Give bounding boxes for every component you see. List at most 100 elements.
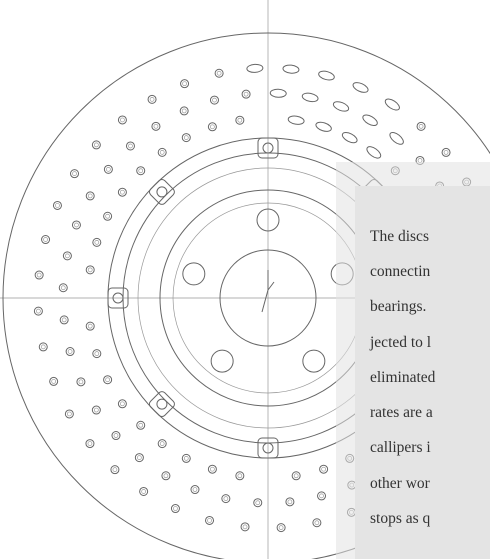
hole-inner xyxy=(217,71,221,75)
hole xyxy=(34,307,42,315)
hole-inner xyxy=(139,169,143,173)
hole xyxy=(182,454,190,462)
page: {"text_box": {"lines": ["The discs", "co… xyxy=(0,0,490,559)
hole xyxy=(137,167,145,175)
hole xyxy=(66,348,74,356)
hole xyxy=(104,165,112,173)
hole xyxy=(86,322,94,330)
hole xyxy=(313,519,321,527)
hole-inner xyxy=(160,150,164,154)
hole-inner xyxy=(106,167,110,171)
slot xyxy=(301,92,318,103)
slot xyxy=(388,130,405,146)
bolt xyxy=(157,187,167,197)
text-line: callipers i xyxy=(370,438,431,458)
hole-inner xyxy=(88,442,92,446)
hole-inner xyxy=(139,423,143,427)
hole xyxy=(320,465,328,473)
text-line: bearings. xyxy=(370,297,426,317)
hole xyxy=(118,400,126,408)
hole-inner xyxy=(244,92,248,96)
hole-inner xyxy=(79,380,83,384)
text-line: connectin xyxy=(370,262,430,282)
hole xyxy=(93,238,101,246)
text-line: eliminated xyxy=(370,368,435,388)
hole-inner xyxy=(154,124,158,128)
hole xyxy=(35,271,43,279)
hole xyxy=(39,343,47,351)
text-line: stops as q xyxy=(370,509,430,529)
hole xyxy=(86,266,94,274)
hole xyxy=(59,284,67,292)
hole xyxy=(210,96,218,104)
slot xyxy=(383,97,401,112)
hole xyxy=(63,252,71,260)
hole xyxy=(135,454,143,462)
hole-inner xyxy=(52,379,56,383)
bolt xyxy=(157,399,167,409)
hole-inner xyxy=(279,526,283,530)
text-panel: The discs connectin bearings. jected to … xyxy=(355,186,490,559)
text-line: The discs xyxy=(370,227,429,247)
hole xyxy=(171,505,179,513)
hole xyxy=(208,465,216,473)
hub-hole xyxy=(211,350,233,372)
hole-inner xyxy=(106,214,110,218)
hole-inner xyxy=(37,273,41,277)
hole xyxy=(140,487,148,495)
hole-inner xyxy=(142,489,146,493)
hole-inner xyxy=(41,345,45,349)
hole-inner xyxy=(243,525,247,529)
hole-inner xyxy=(173,507,177,511)
hole-inner xyxy=(95,352,99,356)
hole-inner xyxy=(74,223,78,227)
hole xyxy=(77,378,85,386)
hole xyxy=(158,440,166,448)
hole xyxy=(118,116,126,124)
hole-inner xyxy=(128,144,132,148)
hole xyxy=(112,432,120,440)
slot xyxy=(341,130,359,144)
slot xyxy=(361,113,379,128)
slot xyxy=(288,115,305,125)
hole-inner xyxy=(183,82,187,86)
hole xyxy=(104,376,112,384)
hole-inner xyxy=(62,318,66,322)
hole-inner xyxy=(208,518,212,522)
hole-inner xyxy=(294,474,298,478)
hole xyxy=(93,350,101,358)
hole xyxy=(126,142,134,150)
bolt-tab xyxy=(148,390,176,418)
text-line: other wor xyxy=(370,474,430,494)
hole-inner xyxy=(88,324,92,328)
text-line: jected to l xyxy=(370,333,431,353)
hole xyxy=(152,122,160,130)
hole-inner xyxy=(184,136,188,140)
hole-inner xyxy=(212,98,216,102)
hole-inner xyxy=(315,521,319,525)
hole-inner xyxy=(95,240,99,244)
hole-inner xyxy=(65,254,69,258)
hole-inner xyxy=(182,109,186,113)
hole xyxy=(222,495,230,503)
hole xyxy=(215,69,223,77)
slot xyxy=(332,100,350,113)
hole-inner xyxy=(120,190,124,194)
hole-inner xyxy=(184,456,188,460)
hole-inner xyxy=(88,194,92,198)
hole xyxy=(86,440,94,448)
hole xyxy=(72,221,80,229)
hole xyxy=(137,421,145,429)
text-line: rates are a xyxy=(370,403,433,423)
hole xyxy=(50,377,58,385)
hole-inner xyxy=(164,474,168,478)
hole xyxy=(236,116,244,124)
hole-inner xyxy=(320,494,324,498)
hole xyxy=(208,123,216,131)
hole xyxy=(442,148,450,156)
hole xyxy=(242,90,250,98)
hole-inner xyxy=(44,238,48,242)
hole xyxy=(60,316,68,324)
hole-inner xyxy=(88,268,92,272)
hole-inner xyxy=(61,286,65,290)
